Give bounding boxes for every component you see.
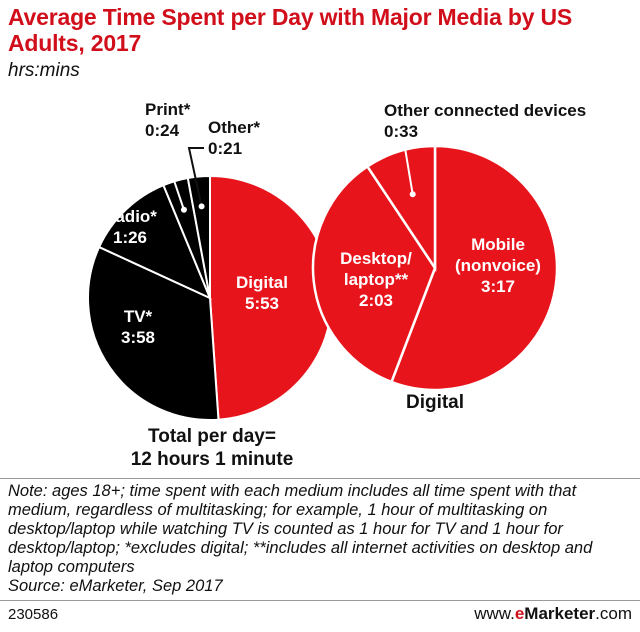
leader-other-connected [403,141,414,195]
leader-print [162,147,185,211]
slice-desktop-laptop [311,164,437,384]
leader-other [187,147,204,207]
leader-dot-print [180,206,187,213]
digital-pie [311,144,559,392]
total-per-day: Total per day= 12 hours 1 minute [131,426,294,470]
brand-name: Marketer [524,604,596,623]
label-tv: TV* 3:58 [121,307,155,347]
pie-labels: Digital 5:53 TV* 3:58 Radio* 1:26 Print* 0:24 Ot… [103,100,586,470]
slice-mobile-nonvoice [389,144,559,392]
leader-dot-other [198,203,205,210]
label-print: Print* 0:24 [145,100,191,140]
label-other: Other* 0:21 [208,118,260,158]
brand-logo[interactable]: www.eMarketer.com [474,604,632,624]
label-digital: Digital 5:53 [236,273,288,313]
brand-prefix: www. [474,604,515,623]
pie-charts: Digital 5:53 TV* 3:58 Radio* 1:26 Print* 0:24 Ot… [87,100,586,470]
source-text: Source: eMarketer, Sep 2017 [8,577,223,595]
note-text: Note: ages 18+; time spent with each med… [8,482,593,576]
label-desktop-laptop: Desktop/laptop** 2:03 [340,249,412,310]
digital-caption: Digital [406,392,464,413]
label-other-connected-devices: Other connected devices 0:33 [384,101,586,141]
footer-divider-bottom [0,600,640,601]
brand-e: e [514,604,525,623]
label-radio: Radio* 1:26 [103,207,157,247]
slice-tv [87,245,220,421]
footer-note: Note: ages 18+; time spent with each med… [8,482,636,596]
leader-lines [162,141,416,213]
chart-title: Average Time Spent per Day with Major Me… [8,4,573,56]
chart-id: 230586 [8,606,59,623]
brand-suffix: .com [595,604,632,623]
chart-subtitle: hrs:mins [8,60,80,81]
leader-dot-other-connected [409,191,416,198]
slice-other-connected-devices [365,144,437,273]
footer-divider [0,478,640,479]
label-mobile: Mobile (nonvoice) 3:17 [455,235,541,296]
slice-radio [97,183,212,300]
